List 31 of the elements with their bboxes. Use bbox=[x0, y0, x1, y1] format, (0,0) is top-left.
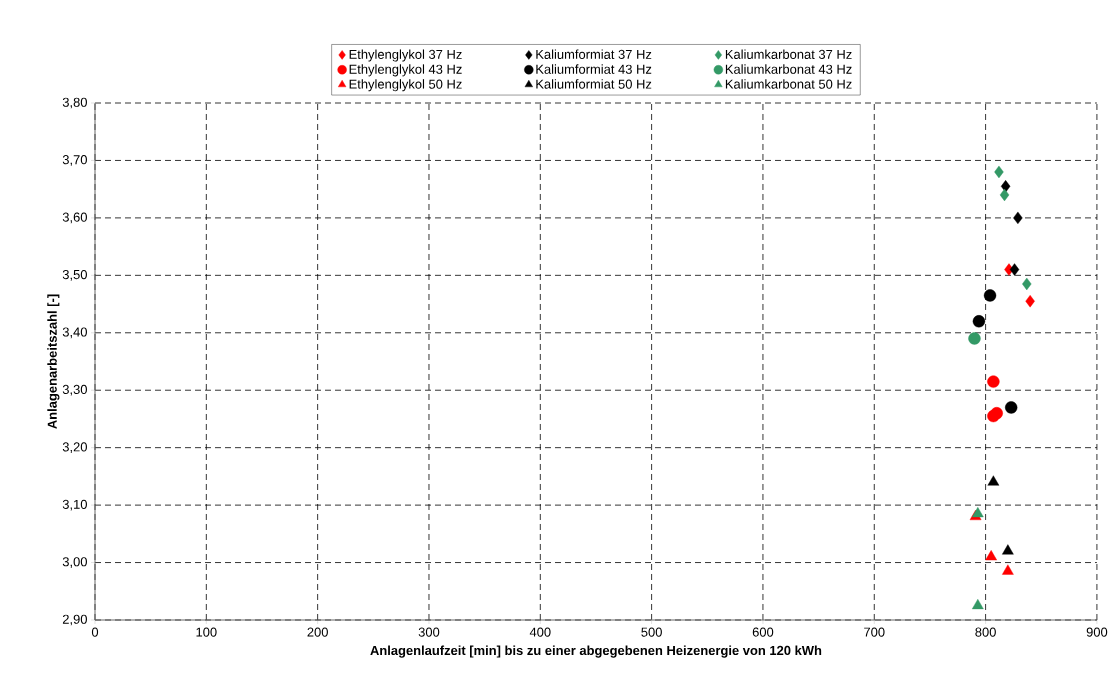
x-axis-title: Anlagenlaufzeit [min] bis zu einer abgegebenen Heizenergie von 120 kWh bbox=[370, 645, 822, 658]
x-tick-label: 400 bbox=[529, 627, 551, 637]
legend-label: Kaliumformiat 43 Hz bbox=[536, 64, 652, 74]
legend-label: Kaliumkarbonat 50 Hz bbox=[725, 79, 852, 89]
y-tick-label: 2,90 bbox=[62, 614, 87, 626]
legend-label: Ethylenglykol 50 Hz bbox=[349, 79, 462, 92]
y-tick-label: 3,40 bbox=[62, 327, 87, 339]
x-tick-label: 500 bbox=[641, 627, 662, 637]
x-tick-label: 300 bbox=[418, 627, 440, 637]
x-tick-label: 700 bbox=[864, 627, 885, 637]
y-tick-label: 3,60 bbox=[62, 212, 87, 224]
legend-label: Kaliumkarbonat 43 Hz bbox=[725, 64, 852, 74]
x-tick-label: 100 bbox=[196, 627, 217, 637]
x-tick-label: 900 bbox=[1086, 627, 1108, 637]
y-tick-label: 3,70 bbox=[62, 155, 87, 166]
legend-label: Ethylenglykol 43 Hz bbox=[349, 64, 462, 77]
legend-label: Kaliumformiat 37 Hz bbox=[536, 49, 652, 59]
legend-label: Kaliumformiat 50 Hz bbox=[536, 79, 652, 89]
x-tick-label: 600 bbox=[752, 627, 774, 637]
y-axis-title: Anlagenarbeitszahl [-] bbox=[47, 294, 60, 429]
legend-label: Ethylenglykol 37 Hz bbox=[349, 49, 462, 62]
legend-label: Kaliumkarbonat 37 Hz bbox=[725, 49, 852, 59]
y-tick-label: 3,00 bbox=[62, 557, 87, 568]
y-tick-label: 3,50 bbox=[62, 269, 87, 281]
x-tick-label: 200 bbox=[307, 627, 328, 637]
y-tick-label: 3,80 bbox=[62, 97, 87, 109]
x-tick-label: 800 bbox=[975, 627, 996, 637]
y-tick-label: 3,30 bbox=[62, 384, 87, 396]
y-tick-label: 3,20 bbox=[62, 442, 87, 454]
x-tick-label: 0 bbox=[91, 627, 99, 637]
y-tick-label: 3,10 bbox=[62, 499, 87, 511]
